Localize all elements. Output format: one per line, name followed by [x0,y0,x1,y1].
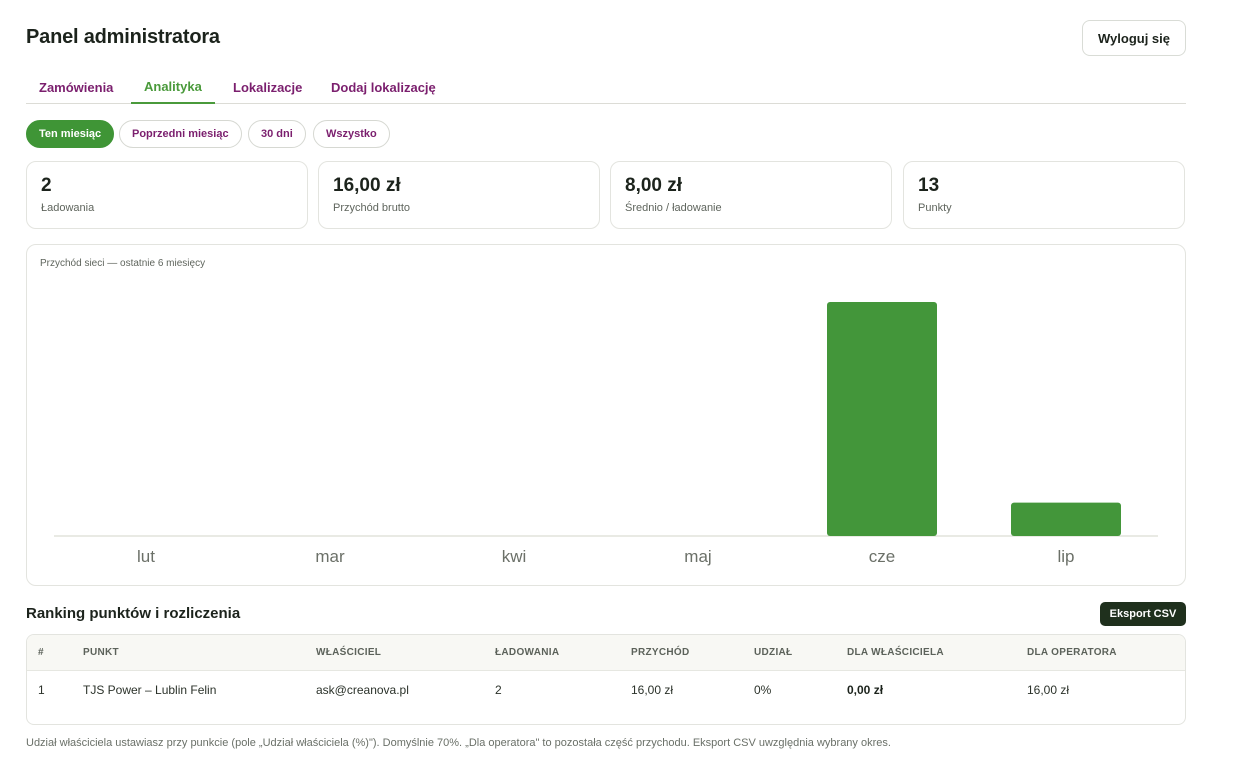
column-header-share: UDZIAŁ [754,647,793,658]
header: Panel administratora Wyloguj się [26,20,1186,56]
cell-point: TJS Power – Lublin Felin [83,683,217,697]
logout-button[interactable]: Wyloguj się [1082,20,1186,56]
filter-this-month[interactable]: Ten miesiąc [26,120,115,148]
footnote: Udział właściciela ustawiasz przy punkci… [26,737,891,749]
ranking-title: Ranking punktów i rozliczenia [26,605,241,622]
cell-for-operator: 16,00 zł [1027,683,1070,697]
filter-previous-month[interactable]: Poprzedni miesiąc [119,120,242,148]
tick-label-lut: lut [137,547,155,566]
stat-value: 2 [41,175,52,196]
filter-30-days[interactable]: 30 dni [248,120,306,148]
cell-for-owner: 0,00 zł [847,683,884,697]
column-header-revenue: PRZYCHÓD [631,647,690,658]
tab-analytics[interactable]: Analityka [131,70,215,104]
stat-card-charges: 2 Ładowania [26,161,308,229]
tab-add-location[interactable]: Dodaj lokalizację [331,79,436,95]
stat-value: 8,00 zł [625,175,683,196]
page-title: Panel administratora [26,26,220,48]
export-csv-button[interactable]: Eksport CSV [1100,602,1186,626]
bar-lip [1011,502,1121,536]
stat-value: 16,00 zł [333,175,401,196]
stat-value: 13 [918,175,940,196]
column-header-charges: ŁADOWANIA [495,647,560,658]
bar-cze [827,302,937,536]
column-header-for-operator: DLA OPERATORA [1027,647,1117,658]
stat-label: Przychód brutto [333,202,411,214]
ranking-header: Ranking punktów i rozliczenia Eksport CS… [26,602,1186,626]
chart-canvas: lut mar kwi maj cze lip [54,302,1158,566]
tab-orders[interactable]: Zamówienia [39,79,114,95]
column-header-rank: # [38,647,44,658]
stat-label: Ładowania [41,202,95,214]
tick-label-lip: lip [1057,547,1074,566]
stats-cards: 2 Ładowania 16,00 zł Przychód brutto 8,0… [26,161,1186,229]
tick-label-mar: mar [315,547,345,566]
column-header-for-owner: DLA WŁAŚCICIELA [847,647,944,658]
stat-card-average: 8,00 zł Średnio / ładowanie [610,161,892,229]
stat-card-points: 13 Punkty [903,161,1185,229]
stat-card-revenue: 16,00 zł Przychód brutto [318,161,600,229]
table-row: 1 TJS Power – Lublin Felin ask@creanova.… [27,671,1185,707]
column-header-owner: WŁAŚCICIEL [316,647,382,658]
stat-label: Punkty [918,202,952,214]
tick-label-kwi: kwi [502,547,527,566]
column-header-point: PUNKT [83,647,119,658]
revenue-chart: Przychód sieci — ostatnie 6 miesięcy lut… [26,244,1186,586]
cell-revenue: 16,00 zł [631,683,674,697]
chart-title: Przychód sieci — ostatnie 6 miesięcy [40,258,206,269]
cell-rank: 1 [38,683,45,697]
stat-label: Średnio / ładowanie [625,202,722,214]
table-header: # PUNKT WŁAŚCICIEL ŁADOWANIA PRZYCHÓD UD… [27,635,1185,671]
tab-bar: Zamówienia Analityka Lokalizacje Dodaj l… [26,70,1186,104]
tab-locations[interactable]: Lokalizacje [233,79,303,95]
tick-label-maj: maj [684,547,711,566]
cell-share: 0% [754,683,772,697]
ranking-table: # PUNKT WŁAŚCICIEL ŁADOWANIA PRZYCHÓD UD… [26,634,1186,725]
cell-owner: ask@creanova.pl [316,683,409,697]
cell-charges: 2 [495,683,502,697]
filter-all[interactable]: Wszystko [313,120,390,148]
tick-label-cze: cze [869,547,895,566]
